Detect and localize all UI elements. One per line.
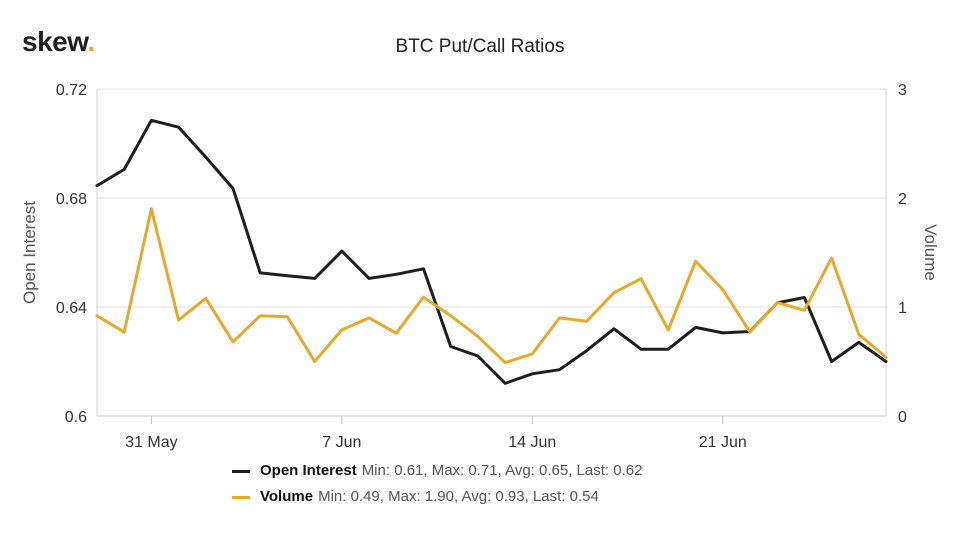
x-tick-label: 31 May (125, 434, 177, 451)
brand-logo: skew. (22, 26, 95, 58)
y-left-tick-label: 0.6 (65, 409, 87, 426)
legend-label-open-interest: Open Interest (260, 462, 357, 479)
y-right-tick-label: 0 (898, 409, 907, 426)
y-right-tick-label: 3 (898, 82, 907, 99)
brand-name: skew (22, 26, 88, 57)
chart-title: BTC Put/Call Ratios (395, 36, 565, 57)
series-layer (95, 118, 888, 385)
y-left-tick-label: 0.72 (56, 82, 87, 99)
legend-item-volume[interactable]: Volume Min: 0.49, Max: 1.90, Avg: 0.93, … (232, 484, 642, 510)
legend: Open Interest Min: 0.61, Max: 0.71, Avg:… (232, 458, 642, 510)
legend-stats-volume: Min: 0.49, Max: 1.90, Avg: 0.93, Last: 0… (318, 488, 599, 505)
y-right-tick-label: 1 (898, 300, 907, 317)
legend-swatch-volume (232, 495, 250, 499)
y-axis-left-title: Open Interest (20, 201, 39, 304)
y-left-tick-label: 0.64 (56, 300, 87, 317)
y-left-tick-label: 0.68 (56, 191, 87, 208)
series-line-volume[interactable] (95, 207, 888, 365)
x-tick-label: 21 Jun (699, 434, 747, 451)
grid-lines (97, 88, 886, 417)
legend-label-volume: Volume (260, 488, 314, 505)
y-right-tick-label: 2 (898, 191, 907, 208)
x-tick-label: 7 Jun (322, 434, 361, 451)
legend-stats-open-interest: Min: 0.61, Max: 0.71, Avg: 0.65, Last: 0… (361, 462, 643, 479)
y-axis-right-title: Volume (921, 224, 940, 281)
x-tick-label: 14 Jun (508, 434, 556, 451)
legend-swatch-open-interest (232, 469, 250, 473)
brand-dot: . (87, 26, 95, 57)
legend-item-open-interest[interactable]: Open Interest Min: 0.61, Max: 0.71, Avg:… (232, 458, 642, 484)
series-line-open-interest[interactable] (95, 118, 888, 385)
axes: 0.6 0.64 0.68 0.72 0 1 2 3 31 May 7 Jun 14 Jun 21 J… (56, 82, 907, 451)
